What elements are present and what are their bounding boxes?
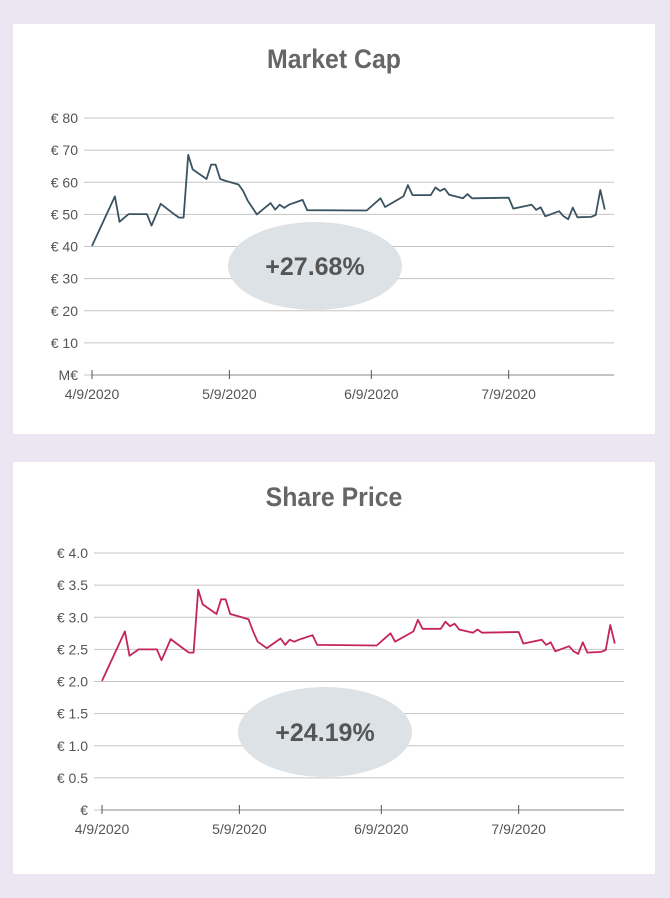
market-cap-panel: Market Cap M€ € 10 € 20 € 30 € 40 € 50 € 60 € 7… (13, 24, 655, 434)
change-badge-label: +27.68% (265, 253, 364, 281)
y-tick-label: € 4.0 (57, 545, 88, 561)
series-line (91, 153, 606, 247)
y-tick-label: € 70 (51, 142, 78, 158)
y-tick-label: € 1.0 (57, 738, 88, 754)
x-tick-label: 6/9/2020 (344, 386, 399, 402)
y-tick-label: € 2.0 (57, 674, 88, 690)
x-tick-label: 5/9/2020 (212, 821, 267, 837)
y-tick-label: € (80, 802, 88, 818)
market-cap-chart: M€ € 10 € 20 € 30 € 40 € 50 € 60 € 70 € 80 4/9/20… (51, 110, 614, 402)
y-tick-label: € 0.5 (57, 770, 88, 786)
y-tick-label: € 3.0 (57, 609, 88, 625)
y-tick-label: € 1.5 (57, 706, 88, 722)
share-price-panel: Share Price € € 0.5 € 1.0 € 1.5 € 2.0 € 2.5 € … (13, 462, 655, 874)
change-badge-label: +24.19% (275, 719, 374, 747)
x-tick-label: 5/9/2020 (202, 386, 257, 402)
y-tick-label: € 50 (51, 206, 78, 222)
x-tick-label: 4/9/2020 (75, 821, 130, 837)
y-tick-label: € 60 (51, 174, 78, 190)
y-tick-label: € 20 (51, 303, 78, 319)
x-tick-label: 4/9/2020 (65, 386, 120, 402)
y-tick-label: M€ (59, 367, 79, 383)
share-price-chart: € € 0.5 € 1.0 € 1.5 € 2.0 € 2.5 € 3.0 € 3.5 € 4.… (57, 545, 624, 837)
x-tick-label: 7/9/2020 (491, 821, 546, 837)
change-badge (228, 222, 402, 310)
y-tick-label: € 40 (51, 239, 78, 255)
y-tick-label: € 30 (51, 271, 78, 287)
change-badge (238, 687, 412, 777)
x-tick-label: 7/9/2020 (481, 386, 536, 402)
y-tick-label: € 3.5 (57, 577, 88, 593)
y-tick-label: € 80 (51, 110, 78, 126)
y-tick-label: € 2.5 (57, 641, 88, 657)
series-line (101, 588, 616, 682)
share-price-title: Share Price (265, 482, 403, 512)
market-cap-title: Market Cap (267, 44, 401, 74)
y-tick-label: € 10 (51, 335, 78, 351)
x-tick-label: 6/9/2020 (354, 821, 409, 837)
